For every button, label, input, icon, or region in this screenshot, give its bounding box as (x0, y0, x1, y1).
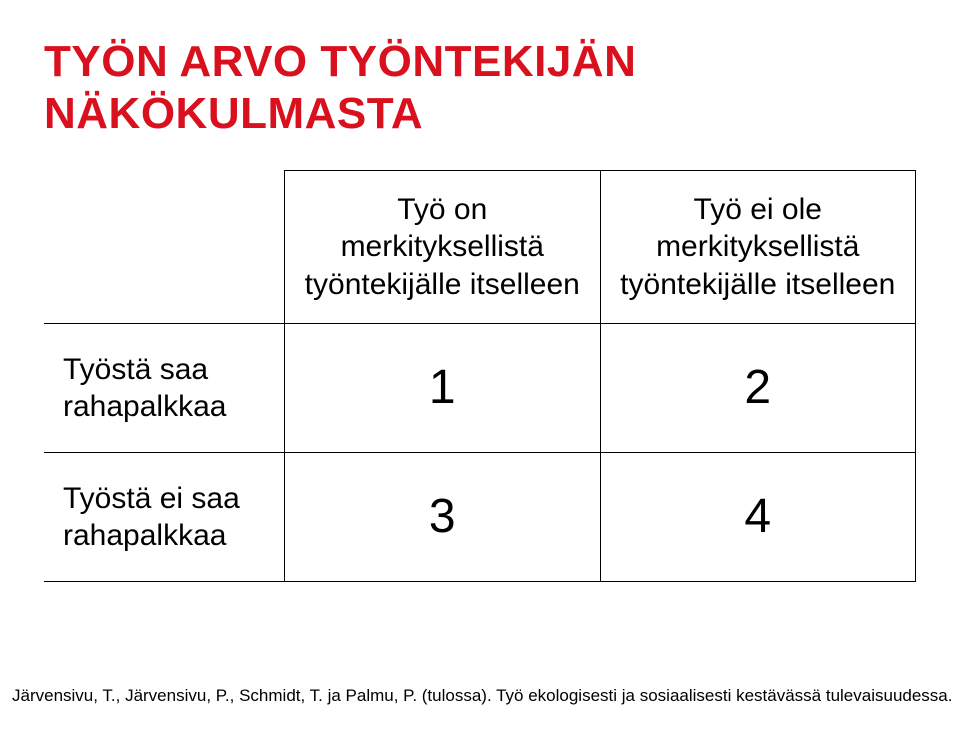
cell-1-2: 2 (600, 324, 916, 453)
table-row: Työstä ei saa rahapalkkaa 3 4 (45, 453, 916, 582)
row-label-1: Työstä saa rahapalkkaa (45, 324, 285, 453)
cell-2-2: 4 (600, 453, 916, 582)
row-label-2: Työstä ei saa rahapalkkaa (45, 453, 285, 582)
table-corner (45, 170, 285, 324)
citation-text: Järvensivu, T., Järvensivu, P., Schmidt,… (12, 686, 953, 706)
cell-1-1: 1 (285, 324, 601, 453)
col-header-2: Työ ei ole merkityksellistä työntekijäll… (600, 170, 916, 324)
table-row: Työstä saa rahapalkkaa 1 2 (45, 324, 916, 453)
page-title: TYÖN ARVO TYÖNTEKIJÄN NÄKÖKULMASTA (44, 36, 916, 140)
value-table: Työ on merkityksellistä työntekijälle it… (44, 170, 916, 583)
col-header-1: Työ on merkityksellistä työntekijälle it… (285, 170, 601, 324)
cell-2-1: 3 (285, 453, 601, 582)
